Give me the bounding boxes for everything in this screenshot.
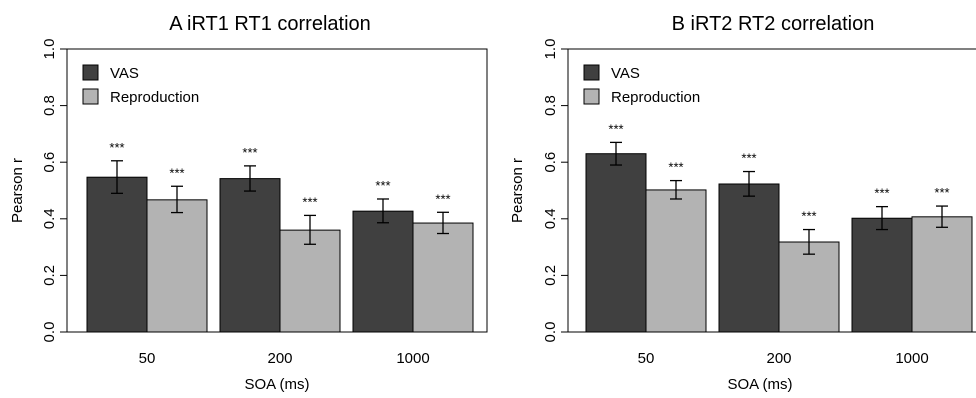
- y-tick-label: 0.4: [41, 208, 58, 229]
- bar-reproduction-50: [645, 189, 707, 333]
- y-tick-label: 0.6: [542, 152, 559, 173]
- y-tick-label: 0.8: [542, 95, 559, 116]
- legend-swatch-vas: [82, 64, 99, 81]
- legend-label: Reproduction: [110, 89, 199, 106]
- legend-label: VAS: [611, 65, 640, 82]
- significance-label: ***: [109, 140, 124, 155]
- bar-reproduction-1000: [412, 222, 474, 333]
- legend: VAS Reproduction: [82, 64, 199, 106]
- significance-label: ***: [934, 185, 949, 200]
- y-tick-label: 1.0: [542, 39, 559, 60]
- significance-label: ***: [801, 209, 816, 224]
- x-axis-label: SOA (ms): [727, 376, 792, 393]
- chart-panel-a: A iRT1 RT1 correlation *** *** 50 *** *** 200 *…: [9, 13, 488, 393]
- significance-label: ***: [741, 151, 756, 166]
- bar-vas-50: [585, 153, 647, 333]
- significance-label: ***: [302, 194, 317, 209]
- plot-frame: [66, 48, 488, 333]
- chart-title: A iRT1 RT1 correlation: [169, 13, 371, 35]
- y-tick-label: 0.4: [542, 208, 559, 229]
- legend-swatch-vas: [583, 64, 600, 81]
- y-tick-label: 0.0: [41, 322, 58, 343]
- legend-label: Reproduction: [611, 89, 700, 106]
- legend: VAS Reproduction: [583, 64, 700, 106]
- bar-reproduction-200: [778, 241, 840, 333]
- x-tick-label: 50: [139, 350, 156, 367]
- significance-label: ***: [169, 165, 184, 180]
- significance-label: ***: [375, 178, 390, 193]
- significance-label: ***: [668, 160, 683, 175]
- bar-vas-1000: [352, 210, 414, 333]
- x-tick-label: 200: [267, 350, 292, 367]
- y-tick-label: 0.2: [542, 265, 559, 286]
- x-tick-label: 1000: [895, 350, 928, 367]
- y-tick-label: 1.0: [41, 39, 58, 60]
- x-tick-label: 50: [638, 350, 655, 367]
- bar-vas-200: [219, 178, 281, 333]
- significance-label: ***: [608, 121, 623, 136]
- bar-vas-200: [718, 183, 780, 333]
- x-tick-label: 1000: [396, 350, 429, 367]
- significance-label: ***: [874, 186, 889, 201]
- chart-panel-b: B iRT2 RT2 correlation *** *** 50 *** *** 200 *…: [509, 13, 976, 393]
- legend-swatch-reproduction: [583, 88, 600, 105]
- bar-reproduction-50: [146, 199, 208, 333]
- bar-reproduction-1000: [911, 216, 973, 333]
- y-axis-label: Pearson r: [509, 158, 526, 223]
- y-tick-label: 0.0: [542, 322, 559, 343]
- x-axis-label: SOA (ms): [244, 376, 309, 393]
- legend-swatch-reproduction: [82, 88, 99, 105]
- y-axis-label: Pearson r: [9, 158, 26, 223]
- plot-frame: [567, 48, 976, 333]
- bar-vas-50: [86, 176, 148, 333]
- bar-vas-1000: [851, 217, 913, 333]
- significance-label: ***: [435, 191, 450, 206]
- chart-title: B iRT2 RT2 correlation: [672, 13, 875, 35]
- significance-label: ***: [242, 145, 257, 160]
- x-tick-label: 200: [766, 350, 791, 367]
- y-tick-label: 0.8: [41, 95, 58, 116]
- y-tick-label: 0.6: [41, 152, 58, 173]
- legend-label: VAS: [110, 65, 139, 82]
- y-tick-label: 0.2: [41, 265, 58, 286]
- bar-reproduction-200: [279, 229, 341, 333]
